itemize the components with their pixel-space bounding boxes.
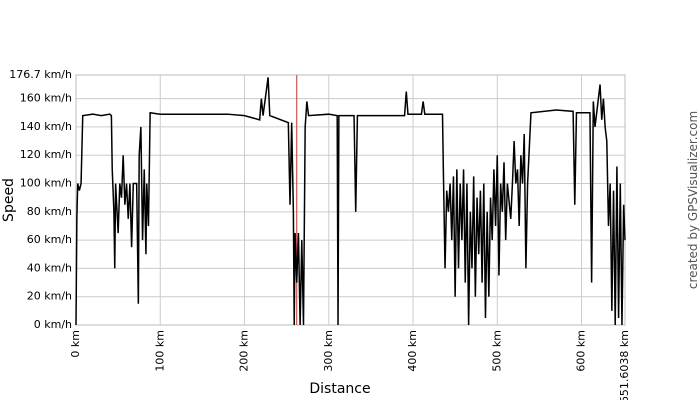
x-tick-label: 200 km (238, 330, 251, 372)
x-tick-label: 0 km (69, 330, 82, 358)
x-tick-label: 300 km (322, 330, 335, 372)
credit: created by GPSVisualizer.com (686, 111, 700, 289)
y-tick-label: 140 km/h (20, 120, 72, 133)
x-tick-label: 400 km (406, 330, 419, 372)
y-tick-label: 160 km/h (20, 92, 72, 105)
x-tick-label: 651.6038 km (618, 330, 631, 400)
speed-line (75, 77, 626, 326)
x-tick-label: 100 km (153, 330, 166, 372)
y-tick-label: 60 km/h (27, 233, 72, 246)
plot-frame (75, 74, 626, 326)
x-axis-title: Distance (309, 381, 370, 397)
y-tick-label: 20 km/h (27, 290, 72, 303)
y-tick-label: 176.7 km/h (9, 68, 72, 81)
y-tick-label: 120 km/h (20, 148, 72, 161)
y-tick-label: 80 km/h (27, 205, 72, 218)
x-tick-label: 600 km (575, 330, 588, 372)
y-tick-label: 100 km/h (20, 177, 72, 190)
y-axis-title: Speed (1, 178, 17, 222)
x-tick-label: 500 km (490, 330, 503, 372)
y-tick-label: 40 km/h (27, 261, 72, 274)
y-tick-label: 0 km/h (34, 318, 72, 331)
